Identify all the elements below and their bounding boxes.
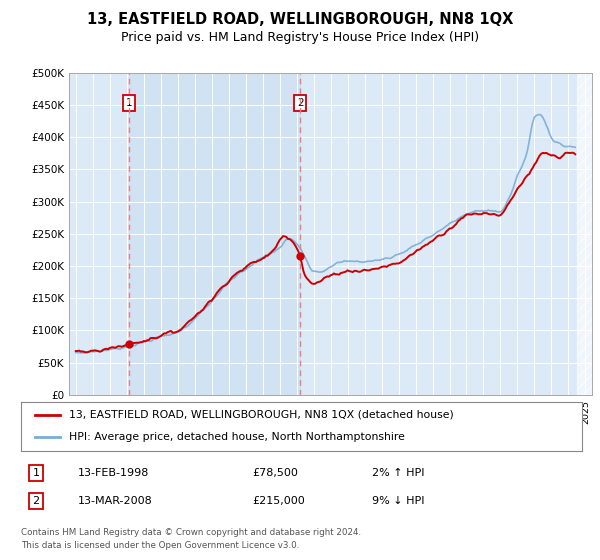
Text: HPI: Average price, detached house, North Northamptonshire: HPI: Average price, detached house, Nort… [68, 432, 404, 442]
Text: 2: 2 [297, 98, 304, 108]
Text: 2% ↑ HPI: 2% ↑ HPI [372, 468, 425, 478]
Text: Contains HM Land Registry data © Crown copyright and database right 2024.: Contains HM Land Registry data © Crown c… [21, 528, 361, 537]
Text: £78,500: £78,500 [252, 468, 298, 478]
Text: 13, EASTFIELD ROAD, WELLINGBOROUGH, NN8 1QX: 13, EASTFIELD ROAD, WELLINGBOROUGH, NN8 … [87, 12, 513, 27]
Bar [129, 73, 300, 395]
Text: 2: 2 [32, 496, 40, 506]
Text: 13, EASTFIELD ROAD, WELLINGBOROUGH, NN8 1QX (detached house): 13, EASTFIELD ROAD, WELLINGBOROUGH, NN8 … [68, 410, 454, 420]
Text: 1: 1 [125, 98, 132, 108]
Text: 9% ↓ HPI: 9% ↓ HPI [372, 496, 425, 506]
Bar [577, 73, 600, 395]
Text: £215,000: £215,000 [252, 496, 305, 506]
Text: 13-MAR-2008: 13-MAR-2008 [78, 496, 153, 506]
Text: 1: 1 [32, 468, 40, 478]
Text: 13-FEB-1998: 13-FEB-1998 [78, 468, 149, 478]
Text: This data is licensed under the Open Government Licence v3.0.: This data is licensed under the Open Gov… [21, 541, 299, 550]
Text: Price paid vs. HM Land Registry's House Price Index (HPI): Price paid vs. HM Land Registry's House … [121, 31, 479, 44]
